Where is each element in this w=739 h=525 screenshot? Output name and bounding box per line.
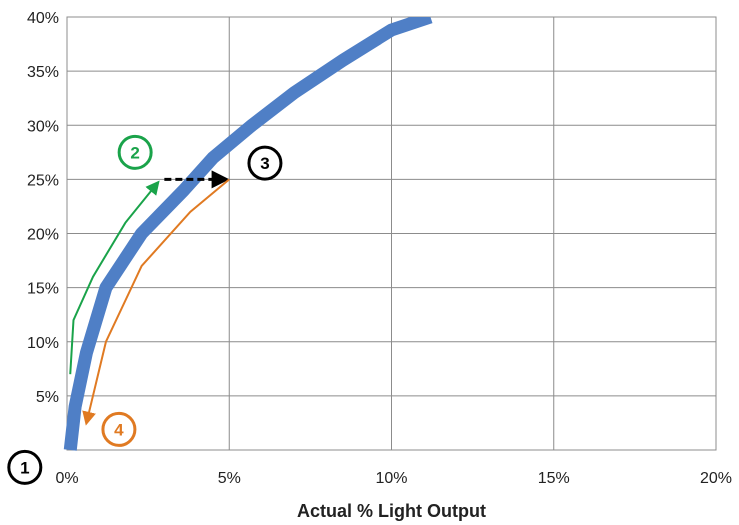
y-tick-label: 15% (27, 281, 59, 298)
y-tick-label: 30% (27, 118, 59, 135)
y-tick-label: 10% (27, 335, 59, 352)
step-marker-circle (117, 134, 153, 170)
y-tick-label: 5% (36, 389, 59, 406)
step-marker-circle (101, 411, 137, 447)
tick-labels: 0% 5% 10% 15% 20% 5% 10% 15% 20% 25% 30% 35% 40% (27, 10, 732, 487)
y-tick-label: 20% (27, 227, 59, 244)
step-marker-label: 3 (260, 154, 269, 173)
grid (66, 16, 717, 451)
x-tick-label: 5% (218, 470, 241, 487)
x-tick-label: 15% (538, 470, 570, 487)
step-marker-circle (7, 449, 43, 485)
x-tick-label: 0% (55, 470, 78, 487)
annotations-layer: 1 2 3 4 (7, 134, 283, 485)
step-marker-label: 4 (114, 420, 124, 439)
y-tick-label: 25% (27, 172, 59, 189)
step-marker-label: 1 (20, 458, 29, 477)
series-layer (63, 17, 433, 451)
step-marker-label: 2 (130, 143, 139, 162)
y-tick-label: 40% (27, 10, 59, 27)
x-axis-label: Actual % Light Output (297, 501, 486, 521)
x-tick-label: 10% (375, 470, 407, 487)
series-line (63, 17, 433, 451)
orange-arrow (82, 178, 230, 426)
step-marker-circle (247, 145, 283, 181)
y-tick-label: 35% (27, 64, 59, 81)
green-arrow (69, 180, 160, 375)
x-tick-label: 20% (700, 470, 732, 487)
